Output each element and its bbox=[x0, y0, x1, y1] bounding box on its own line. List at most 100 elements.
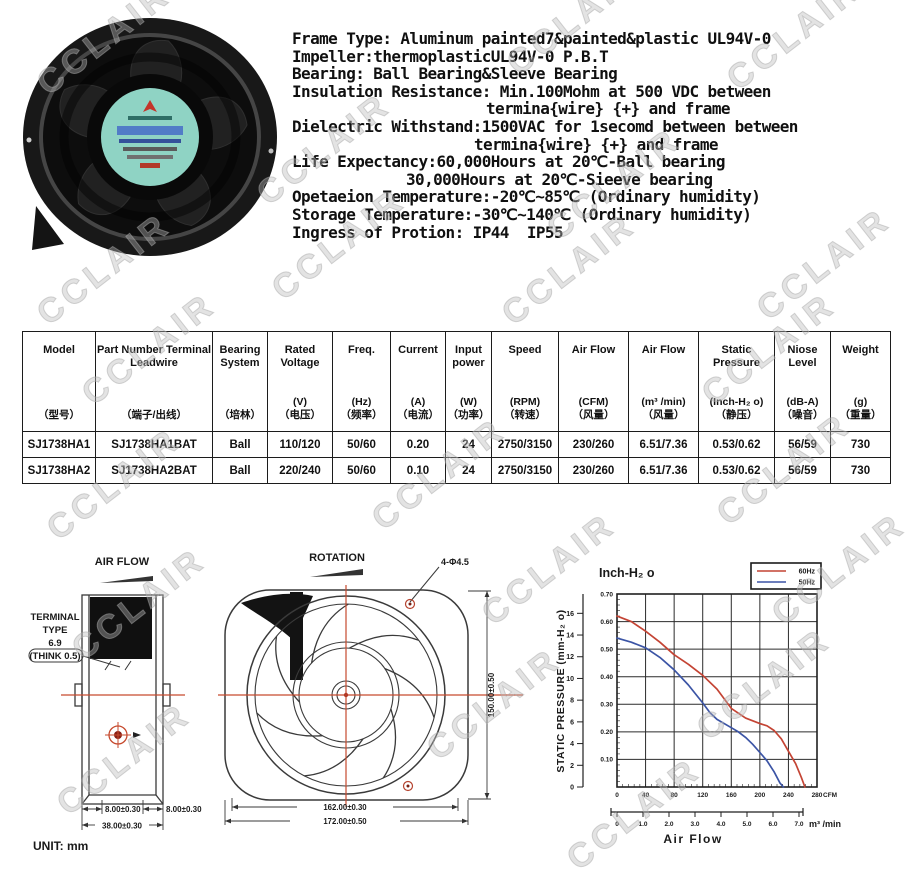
table-cell: 2750/3150 bbox=[491, 457, 559, 484]
x-tick-label: 160 bbox=[726, 792, 737, 799]
impeller-blades bbox=[256, 603, 435, 779]
table-row: SJ1738HA2 SJ1738HA2BAT Ball 220/240 50/60 0.1… bbox=[22, 457, 891, 484]
column-header: Bearing System （培林） bbox=[212, 331, 268, 432]
column-header: Static Pressure (Inch-H₂ o) （静压） bbox=[698, 331, 775, 432]
table-cell: 110/120 bbox=[267, 431, 333, 458]
column-header: Input power (W) （功率） bbox=[445, 331, 492, 432]
x2-tick-label: 3.0 bbox=[690, 821, 699, 828]
rotation-arrow-icon bbox=[310, 569, 363, 577]
spec-text-block: Frame Type: Aluminum painted7&painted&pl… bbox=[292, 30, 907, 241]
mounting-holes-label: 4-Φ4.5 bbox=[441, 557, 469, 567]
y-tick-label: 0.20 bbox=[600, 729, 613, 736]
y-outer-tick-label: 16 bbox=[566, 611, 574, 618]
svg-text:TERMINAL: TERMINAL bbox=[30, 612, 79, 623]
legend-label: 60Hz bbox=[799, 569, 816, 576]
dim-holes-label: 162.00±0.30 bbox=[323, 803, 367, 812]
table-cell: 2750/3150 bbox=[491, 431, 559, 458]
table-cell: 0.20 bbox=[390, 431, 446, 458]
x2-tick-label: 4.0 bbox=[716, 821, 725, 828]
spec-line: Life Expectancy:60,000Hours at 20℃-Ball … bbox=[292, 152, 725, 172]
air-flow-label: AIR FLOW bbox=[95, 556, 150, 568]
terminal-block bbox=[90, 597, 152, 659]
y-outer-tick-label: 2 bbox=[570, 763, 574, 770]
table-row: SJ1738HA1 SJ1738HA1BAT Ball 110/120 50/60 0.2… bbox=[22, 431, 891, 458]
x2-tick-label: 7.0 bbox=[794, 821, 803, 828]
column-header: Air Flow (m³ /min) （风量） bbox=[628, 331, 699, 432]
x-tick-label: 240 bbox=[783, 792, 794, 799]
table-cell: SJ1738HA2 bbox=[22, 457, 96, 484]
x-axis-unit-label: CFM bbox=[823, 792, 837, 799]
table-cell: SJ1738HA2BAT bbox=[95, 457, 213, 484]
y-tick-label: 0.50 bbox=[600, 646, 613, 653]
spec-line: Frame Type: Aluminum painted7&painted&pl… bbox=[292, 29, 771, 48]
column-header: Freq. (Hz) （频率） bbox=[332, 331, 391, 432]
table-cell: 730 bbox=[830, 431, 891, 458]
rotation-label: ROTATION bbox=[309, 552, 365, 564]
spec-table: Model （型号） Part Number Terminal Leadwire （端… bbox=[22, 331, 891, 484]
column-header: Speed (RPM) （转速） bbox=[491, 331, 559, 432]
spec-line: Bearing: Ball Bearing&Sleeve Bearing bbox=[292, 64, 618, 84]
spec-line: Opetaeion Temperature:-20℃~85℃ (Ordinary… bbox=[292, 187, 761, 207]
table-cell: Ball bbox=[212, 457, 268, 484]
y-tick-label: 0.70 bbox=[600, 591, 613, 598]
dim-left-label: 8.00±0.30 bbox=[105, 805, 141, 814]
dim-total-label: 38.00±0.30 bbox=[102, 822, 143, 831]
spec-line: Impeller:thermoplasticUL94V-0 P.B.T bbox=[292, 46, 609, 66]
column-header: Rated Voltage (V) （电压） bbox=[267, 331, 333, 432]
spec-line: Dielectric Withstand:1500VAC for 1secomd… bbox=[292, 116, 798, 136]
x-axis-title: Air Flow bbox=[663, 832, 722, 846]
terminal-type-label: TERMINAL TYPE 6.9 (THINK 0.5) bbox=[29, 612, 80, 662]
mounting-hole-icon bbox=[402, 598, 416, 792]
svg-text:(THINK 0.5): (THINK 0.5) bbox=[29, 651, 80, 662]
table-cell: 220/240 bbox=[267, 457, 333, 484]
y-outer-tick-label: 0 bbox=[570, 785, 574, 792]
column-header: Air Flow (CFM) （风量） bbox=[558, 331, 629, 432]
air-flow-arrow-icon bbox=[100, 576, 153, 583]
y-tick-label: 0.10 bbox=[600, 757, 613, 764]
performance-chart: 0.700.600.500.400.300.200.100 40 80 120 160 2… bbox=[555, 562, 841, 846]
x-tick-label: 120 bbox=[697, 792, 708, 799]
column-header: Current (A) （电流） bbox=[390, 331, 446, 432]
spec-line: Storage Temperature:-30℃~140℃ (Ordinary … bbox=[292, 204, 752, 224]
spec-line: Ingress of Protion: IP44 IP55 bbox=[292, 222, 564, 242]
table-cell: SJ1738HA1BAT bbox=[95, 431, 213, 458]
x2-tick-label: 5.0 bbox=[742, 821, 751, 828]
y-outer-tick-label: 6 bbox=[570, 719, 574, 726]
y-outer-tick-label: 14 bbox=[566, 633, 574, 640]
chart-title: Inch-H₂ o bbox=[599, 566, 655, 580]
y-outer-tick-label: 4 bbox=[570, 741, 574, 748]
x2-tick-label: 1.0 bbox=[638, 821, 647, 828]
table-cell: Ball bbox=[212, 431, 268, 458]
spec-line: 30,000Hours at 20℃-Sieeve bearing bbox=[406, 169, 713, 189]
table-cell: 230/260 bbox=[558, 457, 629, 484]
centerline-target-icon bbox=[105, 722, 141, 748]
unit-label: UNIT: mm bbox=[33, 839, 88, 853]
y-tick-label: 0.40 bbox=[600, 674, 613, 681]
x-tick-label: 80 bbox=[671, 792, 679, 799]
x-tick-label: 40 bbox=[642, 792, 650, 799]
fan-hub-label bbox=[101, 88, 199, 186]
x2-tick-label: 2.0 bbox=[664, 821, 673, 828]
y-outer-tick-label: 8 bbox=[570, 698, 574, 705]
x-tick-label: 0 bbox=[615, 792, 619, 799]
spec-table-wrap: Model （型号） Part Number Terminal Leadwire （端… bbox=[22, 331, 891, 484]
curve-60hz bbox=[616, 615, 806, 788]
dim-overall-label: 172.00±0.50 bbox=[323, 817, 367, 826]
side-view-drawing: AIR FLOW TERMINAL TYPE 6.9 (THINK 0.5) bbox=[28, 556, 202, 853]
table-cell: 50/60 bbox=[332, 431, 391, 458]
y-tick-label: 0.30 bbox=[600, 702, 613, 709]
table-cell: 6.51/7.36 bbox=[628, 457, 699, 484]
y-axis-title: STATIC PRESSURE (mm-H₂ o) bbox=[555, 609, 567, 772]
dim-height-label: 150.00±0.50 bbox=[487, 672, 496, 717]
table-cell: 730 bbox=[830, 457, 891, 484]
dim-right-label: 8.00±0.30 bbox=[166, 805, 202, 814]
plot-border bbox=[616, 593, 818, 788]
brand-logo-icon bbox=[143, 100, 157, 112]
column-header: Part Number Terminal Leadwire （端子/出线） bbox=[95, 331, 213, 432]
svg-text:6.9: 6.9 bbox=[48, 638, 61, 649]
svg-text:TYPE: TYPE bbox=[43, 625, 68, 636]
column-header: Niose Level (dB-A) （噪音） bbox=[774, 331, 831, 432]
table-cell: 50/60 bbox=[332, 457, 391, 484]
x2-axis-unit-label: m³ /min bbox=[809, 819, 841, 829]
column-header: Model （型号） bbox=[22, 331, 96, 432]
